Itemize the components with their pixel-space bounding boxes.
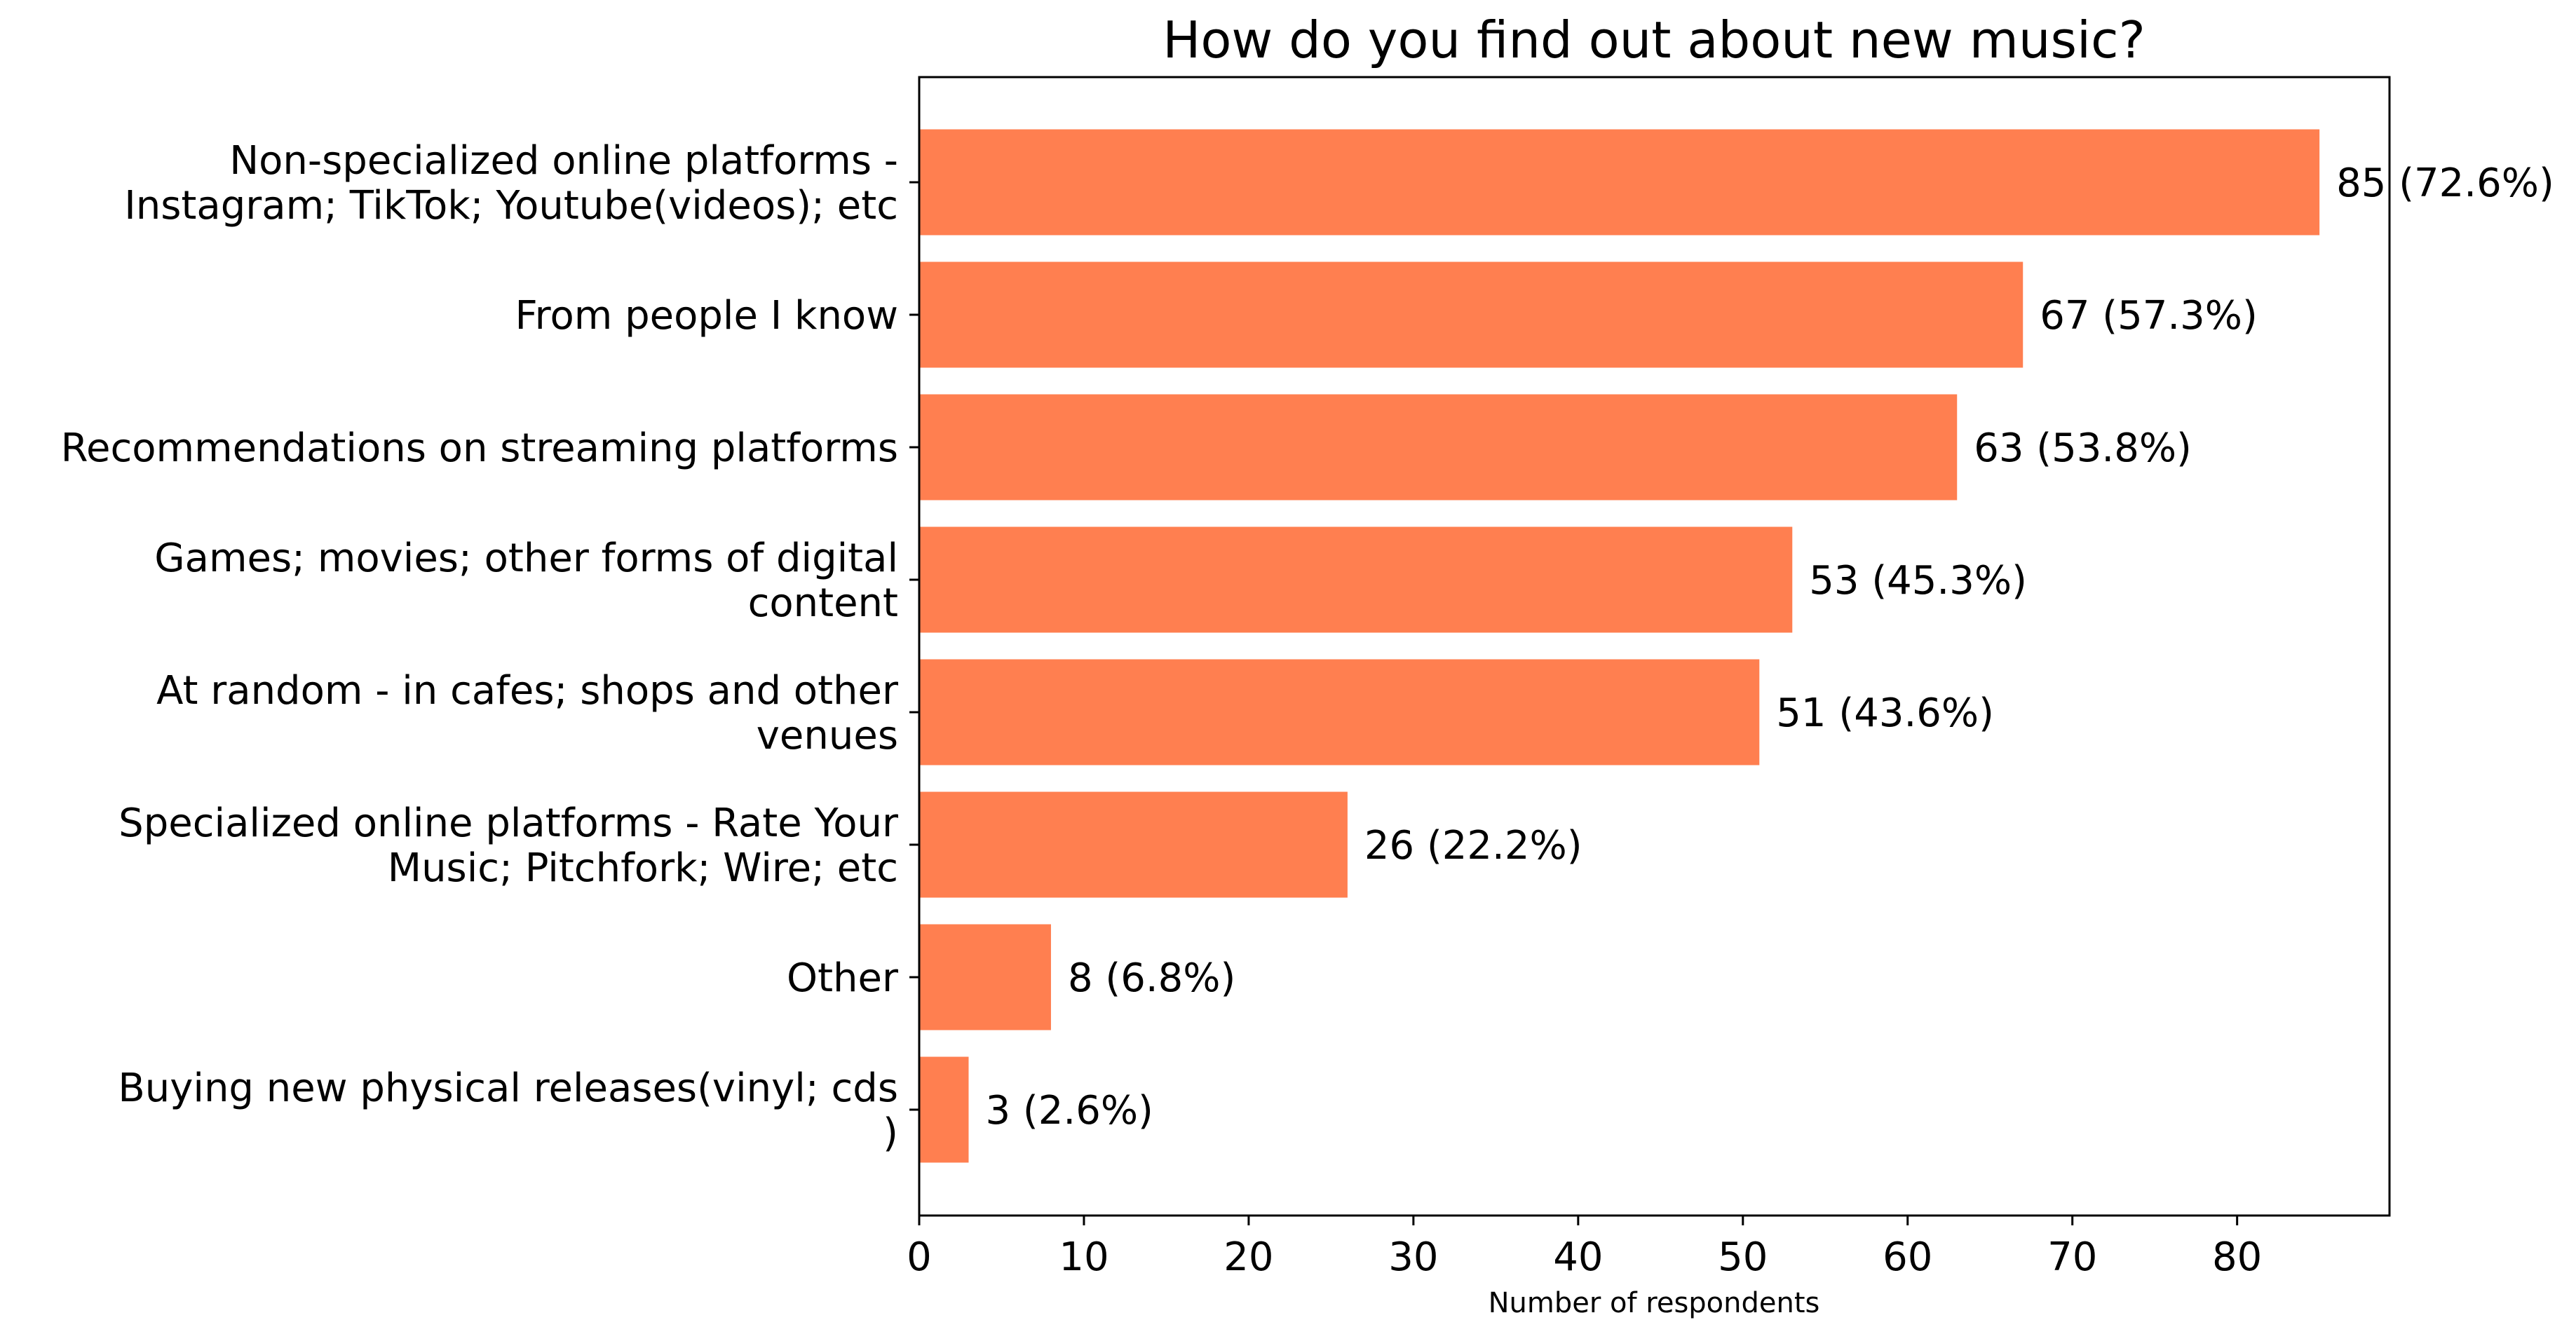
bar — [919, 261, 2023, 368]
bar — [919, 924, 1051, 1030]
x-tick-label: 30 — [1388, 1234, 1438, 1280]
category-label: Specialized online platforms - Rate Your… — [118, 801, 899, 891]
x-tick-label: 40 — [1553, 1234, 1603, 1280]
category-label: Games; movies; other forms of digital con… — [154, 536, 898, 626]
data-labels: 85 (72.6%) 67 (57.3%) 63 (53.8%) 53 (45.3%)… — [985, 161, 2554, 1134]
x-tick-label: 0 — [907, 1234, 932, 1280]
bar — [919, 791, 1348, 898]
x-tick-label: 10 — [1059, 1234, 1109, 1280]
category-label: Non-specialized online platforms -Instag… — [124, 138, 898, 229]
data-label: 8 (6.8%) — [1068, 955, 1235, 1001]
data-label: 51 (43.6%) — [1776, 690, 1994, 736]
category-labels: Non-specialized online platforms -Instag… — [61, 138, 919, 1156]
category-label: Other — [787, 955, 899, 1001]
bars-group — [919, 129, 2320, 1163]
data-label: 85 (72.6%) — [2336, 161, 2554, 206]
data-label: 63 (53.8%) — [1974, 426, 2192, 471]
category-label: Recommendations on streaming platforms — [61, 426, 898, 471]
bar — [919, 526, 1793, 633]
data-label: 3 (2.6%) — [985, 1088, 1153, 1134]
data-label: 26 (22.2%) — [1364, 823, 1582, 869]
category-label: At random - in cafes; shops and other ven… — [156, 668, 899, 758]
x-axis: 0 10 20 30 40 50 60 70 80 — [907, 1216, 2262, 1280]
chart-title: How do you find out about new music? — [1162, 11, 2145, 69]
data-label: 53 (45.3%) — [1809, 558, 2027, 604]
x-tick-label: 80 — [2212, 1234, 2262, 1280]
data-label: 67 (57.3%) — [2040, 293, 2258, 339]
x-axis-label: Number of respondents — [1489, 1287, 1820, 1319]
bar — [919, 659, 1760, 765]
x-tick-label: 70 — [2047, 1234, 2097, 1280]
plot-frame — [918, 76, 2391, 1217]
category-label: From people I know — [515, 293, 898, 339]
x-tick-label: 60 — [1883, 1234, 1932, 1280]
bar — [919, 129, 2320, 236]
bar — [919, 1056, 969, 1163]
x-tick-label: 20 — [1223, 1234, 1273, 1280]
category-label: Buying new physical releases(vinyl; cds) — [118, 1066, 898, 1156]
x-tick-label: 50 — [1718, 1234, 1768, 1280]
bar — [919, 394, 1958, 501]
